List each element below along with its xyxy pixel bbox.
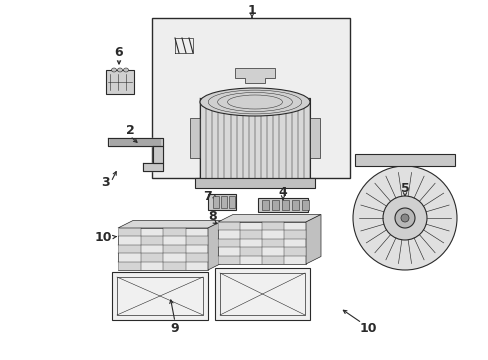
- Polygon shape: [140, 237, 163, 245]
- Polygon shape: [262, 222, 284, 230]
- Bar: [302, 200, 308, 210]
- Polygon shape: [284, 247, 305, 256]
- Polygon shape: [118, 228, 207, 270]
- Ellipse shape: [117, 68, 122, 72]
- Bar: [117, 277, 203, 315]
- Bar: [258, 198, 307, 212]
- Polygon shape: [207, 220, 223, 270]
- Polygon shape: [305, 215, 320, 264]
- Polygon shape: [163, 262, 185, 270]
- Polygon shape: [185, 237, 207, 245]
- Bar: [282, 200, 288, 210]
- Text: 4: 4: [278, 185, 287, 198]
- Polygon shape: [218, 239, 240, 247]
- Bar: [271, 200, 279, 210]
- Bar: [291, 200, 298, 210]
- Polygon shape: [118, 262, 140, 270]
- Polygon shape: [218, 256, 240, 264]
- Polygon shape: [284, 230, 305, 239]
- Polygon shape: [240, 230, 262, 239]
- Polygon shape: [163, 228, 185, 237]
- Polygon shape: [218, 222, 305, 264]
- Bar: [309, 118, 319, 158]
- Text: 8: 8: [208, 210, 217, 222]
- Polygon shape: [262, 239, 284, 247]
- Bar: [220, 273, 305, 315]
- Ellipse shape: [394, 208, 414, 228]
- Bar: [190, 118, 200, 158]
- Text: 5: 5: [400, 181, 408, 194]
- Polygon shape: [118, 228, 140, 237]
- Text: 1: 1: [247, 4, 256, 17]
- Bar: [354, 154, 454, 166]
- Text: 10: 10: [359, 321, 376, 334]
- Text: 2: 2: [125, 123, 134, 136]
- Polygon shape: [118, 220, 223, 228]
- Bar: [106, 70, 134, 94]
- Ellipse shape: [123, 68, 128, 72]
- Polygon shape: [218, 222, 240, 230]
- Bar: [195, 178, 314, 188]
- Polygon shape: [185, 253, 207, 262]
- Text: 3: 3: [101, 176, 109, 189]
- Bar: [207, 194, 236, 210]
- Bar: [215, 268, 309, 320]
- Polygon shape: [262, 256, 284, 264]
- Text: 7: 7: [202, 189, 211, 202]
- Ellipse shape: [352, 166, 456, 270]
- Polygon shape: [218, 215, 320, 222]
- Bar: [213, 196, 219, 208]
- Bar: [221, 196, 226, 208]
- Bar: [200, 98, 309, 178]
- Polygon shape: [163, 245, 185, 253]
- Bar: [112, 272, 207, 320]
- Text: 6: 6: [115, 45, 123, 59]
- Text: 9: 9: [170, 321, 179, 334]
- Ellipse shape: [400, 214, 408, 222]
- Bar: [152, 18, 349, 178]
- Bar: [228, 196, 235, 208]
- Polygon shape: [108, 138, 163, 146]
- Polygon shape: [140, 253, 163, 262]
- Polygon shape: [153, 146, 163, 163]
- Ellipse shape: [200, 88, 309, 116]
- Text: 10: 10: [94, 230, 112, 243]
- Bar: [262, 200, 268, 210]
- Polygon shape: [118, 245, 140, 253]
- Ellipse shape: [111, 68, 116, 72]
- Polygon shape: [142, 163, 163, 171]
- Ellipse shape: [382, 196, 426, 240]
- Polygon shape: [240, 247, 262, 256]
- Polygon shape: [235, 68, 274, 83]
